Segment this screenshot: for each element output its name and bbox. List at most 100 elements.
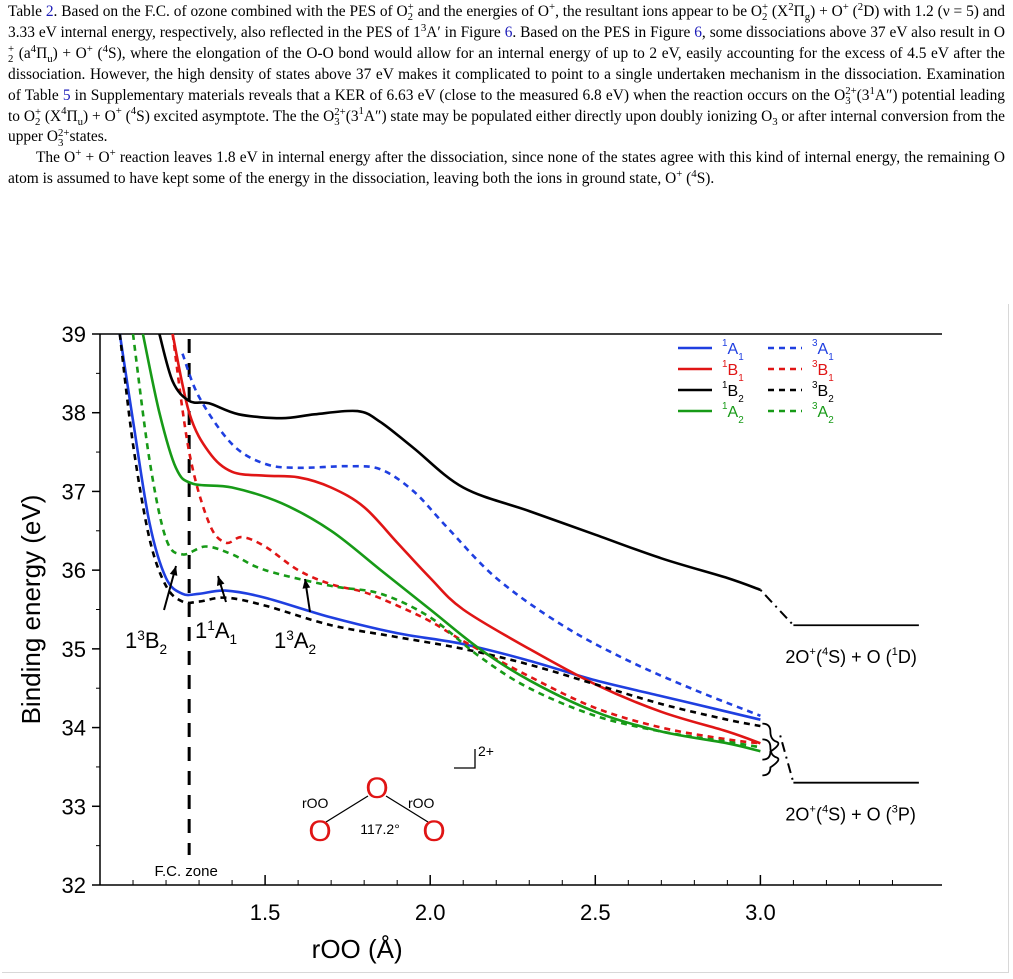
text-part: ( (816, 647, 822, 667)
text-part: 3 (812, 380, 818, 391)
text-part: 3 (812, 359, 818, 370)
oxygen-atom: O (308, 815, 331, 848)
y-tick-label: 34 (62, 716, 86, 741)
text-part: 1 (722, 380, 728, 391)
text-part: 1 (892, 646, 898, 658)
superscript: 1 (358, 105, 364, 118)
reference-link[interactable]: 2 (45, 3, 54, 20)
series-line-1B1 (171, 333, 761, 745)
y-tick-label: 38 (62, 401, 86, 426)
y-tick-label: 39 (62, 322, 86, 347)
text-part: 2 (828, 394, 834, 405)
superscript: 3 (420, 21, 427, 34)
text-part: B (818, 383, 829, 400)
sub-superscript: 2+ 3 (334, 105, 346, 127)
reference-link[interactable]: 6 (694, 23, 702, 41)
brace-upper (762, 722, 780, 761)
text-part: B (728, 362, 739, 379)
superscript: 4 (102, 42, 109, 55)
sub-superscript: +2 (8, 43, 15, 65)
x-tick-label: 1.5 (250, 900, 281, 925)
subscript: 2 (762, 11, 768, 24)
subscript: u (47, 52, 53, 65)
text-part: A (728, 404, 739, 421)
superscript: + (548, 0, 556, 13)
y-axis-title: Binding energy (eV) (16, 495, 46, 725)
superscript: 4 (130, 105, 137, 118)
x-tick-label: 2.0 (415, 900, 446, 925)
text-part: 2 (160, 642, 168, 657)
text-part: A (728, 341, 739, 358)
legend-label-3A1: 3A1 (812, 338, 834, 363)
angle-label: 117.2° (360, 821, 400, 837)
asymptote-label-upper: 2O+(4S) + O (1D) (785, 646, 916, 667)
brace-lower (762, 738, 780, 777)
subscript: 3 (772, 115, 778, 128)
text-part: 1 (828, 352, 834, 363)
text-part: 2 (738, 415, 744, 426)
oxygen-atom: O (422, 815, 445, 848)
text-part: 2 (309, 642, 317, 657)
legend-label-3B1: 3B1 (812, 359, 834, 384)
sub-superscript: +2 (762, 2, 768, 24)
legend-label-1A1: 1A1 (722, 338, 744, 363)
reference-link[interactable]: 5 (62, 86, 71, 104)
reference-link[interactable]: 6 (504, 23, 513, 41)
legend-label-1B1: 1B1 (722, 359, 744, 384)
text-part: D) (898, 647, 917, 667)
superscript: 2 (788, 0, 794, 13)
y-tick-label: 35 (62, 637, 86, 662)
text-part: 2O (785, 805, 809, 825)
text-part: 4 (822, 804, 828, 816)
text-part: 3 (812, 338, 818, 349)
text-part: 1 (207, 618, 215, 633)
superscript: 2+ (58, 126, 70, 139)
text-part: S) + O ( (828, 647, 892, 667)
series-line-1A1 (118, 333, 761, 721)
x-tick-label: 3.0 (745, 900, 776, 925)
text-part: A (215, 618, 230, 643)
arrow-head-icon (302, 579, 311, 589)
charge-bracket (454, 749, 476, 769)
text-part: 3 (892, 804, 898, 816)
text-part: + (809, 804, 816, 816)
text-part: 1 (125, 628, 137, 653)
sub-superscript: 2+ 3 (58, 126, 70, 149)
sub-superscript: +2 (407, 1, 414, 23)
text-part: 2 (738, 394, 744, 405)
text-part: B (728, 383, 739, 400)
text-part: 1 (722, 401, 728, 412)
asymptote-label-lower: 2O+(4S) + O (3P) (785, 804, 915, 825)
paragraph-2: The O+ + O+ reaction leaves 1.8 eV in in… (8, 147, 1006, 188)
y-tick-label: 37 (62, 479, 86, 504)
superscript: 2 (857, 0, 864, 13)
state-label-11A1: 11A1 (195, 618, 237, 647)
series-line-3A1 (181, 353, 761, 718)
superscript: + (407, 1, 414, 14)
article-text: Table 2. Based on the F.C. of ozone comb… (8, 0, 1006, 190)
series-line-1B2 (158, 333, 761, 592)
text-part: + (809, 646, 816, 658)
superscript: + (109, 147, 116, 160)
superscript: + (842, 0, 849, 13)
superscript: + (86, 42, 93, 55)
text-part: 3 (286, 628, 294, 643)
connector-lower (779, 735, 795, 783)
superscript: 1 (869, 84, 875, 97)
text-part: A (818, 404, 829, 421)
text-part: 1 (738, 373, 744, 384)
text-part: 2 (828, 415, 834, 426)
superscript: 2+ (334, 105, 346, 118)
text-part: 1 (828, 373, 834, 384)
superscript: + (34, 105, 42, 118)
legend-label-3B2: 3B2 (812, 380, 834, 405)
text-part: P) (898, 805, 916, 825)
bond-line-left (325, 795, 369, 823)
bond-label-left: rOO (302, 795, 329, 811)
legend-label-1A2: 1A2 (722, 401, 744, 426)
y-tick-label: 32 (62, 873, 86, 898)
subscript: 3 (58, 136, 64, 149)
superscript: + (8, 43, 15, 56)
fc-zone-label: F.C. zone (154, 863, 217, 880)
